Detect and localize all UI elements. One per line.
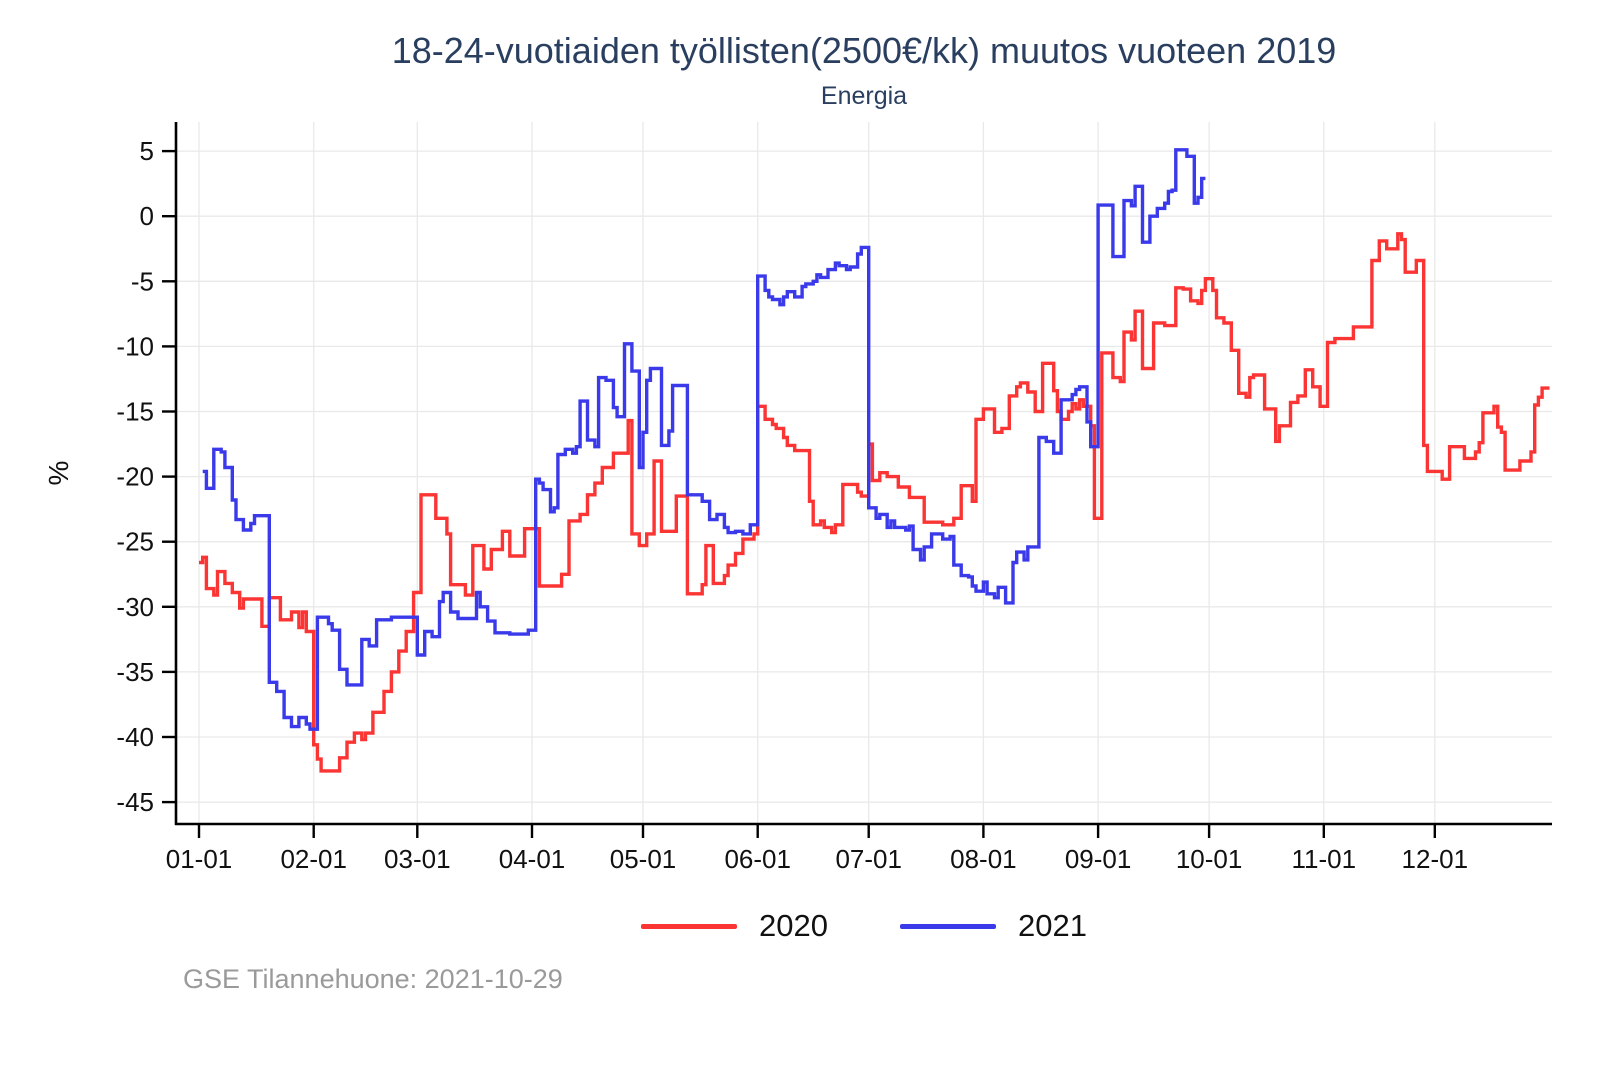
- source-caption: GSE Tilannehuone: 2021-10-29: [183, 964, 563, 994]
- x-tick-label: 12-01: [1402, 844, 1469, 874]
- legend-item-2020: 2020: [641, 908, 828, 944]
- y-tick-label: -10: [116, 331, 154, 361]
- x-axis-ticks: 01-01 02-01 03-01 04-01 05-01 06-01 07-01 08-01…: [166, 824, 1468, 874]
- legend: 2020 2021: [176, 908, 1552, 944]
- x-tick-label: 04-01: [499, 844, 566, 874]
- legend-label: 2021: [1018, 908, 1087, 943]
- y-tick-label: -30: [116, 592, 154, 622]
- y-axis-ticks: 5 0 -5 -10 -15 -20 -25 -30 -35 -40 -45: [116, 136, 176, 817]
- y-tick-label: -20: [116, 462, 154, 492]
- legend-line-icon: [641, 923, 738, 929]
- x-tick-label: 07-01: [835, 844, 902, 874]
- legend-line-icon: [900, 923, 996, 929]
- series-group: [199, 148, 1550, 773]
- x-tick-label: 08-01: [950, 844, 1017, 874]
- chart-subtitle: Energia: [820, 82, 908, 110]
- x-tick-label: 10-01: [1176, 844, 1243, 874]
- series-line-2021: [202, 148, 1206, 731]
- y-tick-label: 0: [140, 201, 154, 231]
- legend-label: 2020: [759, 908, 828, 943]
- axes: [174, 122, 1552, 826]
- y-axis-label: %: [43, 461, 74, 486]
- legend-item-2021: 2021: [900, 908, 1087, 944]
- y-tick-label: -40: [116, 722, 154, 752]
- y-tick-label: -35: [116, 657, 154, 687]
- x-tick-label: 01-01: [166, 844, 233, 874]
- x-tick-label: 06-01: [724, 844, 791, 874]
- y-tick-label: -25: [116, 527, 154, 557]
- x-tick-label: 11-01: [1292, 844, 1357, 874]
- series-line-2020: [199, 232, 1550, 773]
- chart-title: 18-24-vuotiaiden työllisten(2500€/kk) mu…: [391, 30, 1337, 71]
- x-tick-label: 09-01: [1065, 844, 1132, 874]
- y-tick-label: -15: [116, 397, 154, 427]
- x-tick-label: 03-01: [384, 844, 451, 874]
- gridlines: [176, 122, 1552, 824]
- y-tick-label: -5: [131, 266, 154, 296]
- x-tick-label: 05-01: [610, 844, 677, 874]
- y-tick-label: -45: [116, 787, 154, 817]
- x-tick-label: 02-01: [280, 844, 347, 874]
- y-tick-label: 5: [140, 136, 154, 166]
